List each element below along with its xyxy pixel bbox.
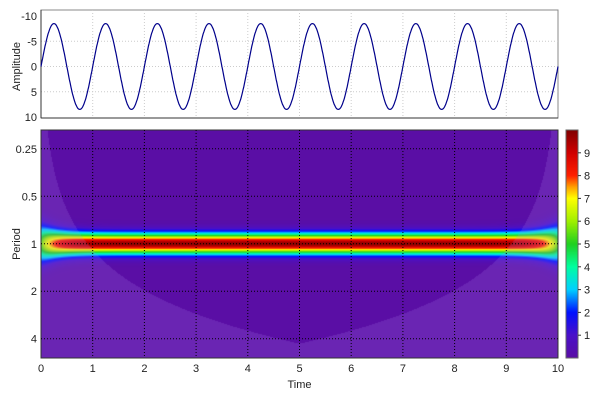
y-tick-label: 10 [25,112,37,124]
x-tick-label: 4 [245,363,251,375]
y-tick-label: 5 [31,87,37,99]
colorbar [566,130,578,358]
colorbar-tick-label: 2 [584,307,590,319]
x-tick-label: 7 [400,363,406,375]
x-tick-label: 9 [503,363,509,375]
y-axis-label: Period [11,228,23,260]
colorbar-tick-label: 9 [584,148,590,160]
x-axis-label: Time [287,379,311,391]
y-axis-label: Amplitude [11,42,23,91]
y-tick-label: 2 [31,286,37,298]
y-tick-label: 0 [31,62,37,74]
colorbar-tick-label: 6 [584,216,590,228]
colorbar-tick-label: 8 [584,171,590,183]
y-tick-label: 4 [31,334,37,346]
x-tick-label: 3 [193,363,199,375]
y-tick-label: -10 [21,11,37,23]
x-tick-label: 6 [348,363,354,375]
y-tick-label: 0.25 [16,144,37,156]
x-tick-label: 8 [452,363,458,375]
colorbar-tick-label: 7 [584,193,590,205]
colorbar-frame [565,129,579,359]
colorbar-tick-label: 4 [584,262,590,274]
colorbar-tick-label: 5 [584,239,590,251]
x-tick-label: 1 [90,363,96,375]
y-tick-label: 0.5 [22,191,37,203]
x-tick-label: 2 [141,363,147,375]
y-tick-label: -5 [27,36,37,48]
signal-line [40,22,559,111]
colorbar-tick-label: 1 [584,330,590,342]
colorbar-tick-label: 3 [584,285,590,297]
x-tick-label: 10 [552,363,564,375]
x-tick-label: 0 [38,363,44,375]
y-tick-label: 1 [31,239,37,251]
x-tick-label: 5 [296,363,302,375]
